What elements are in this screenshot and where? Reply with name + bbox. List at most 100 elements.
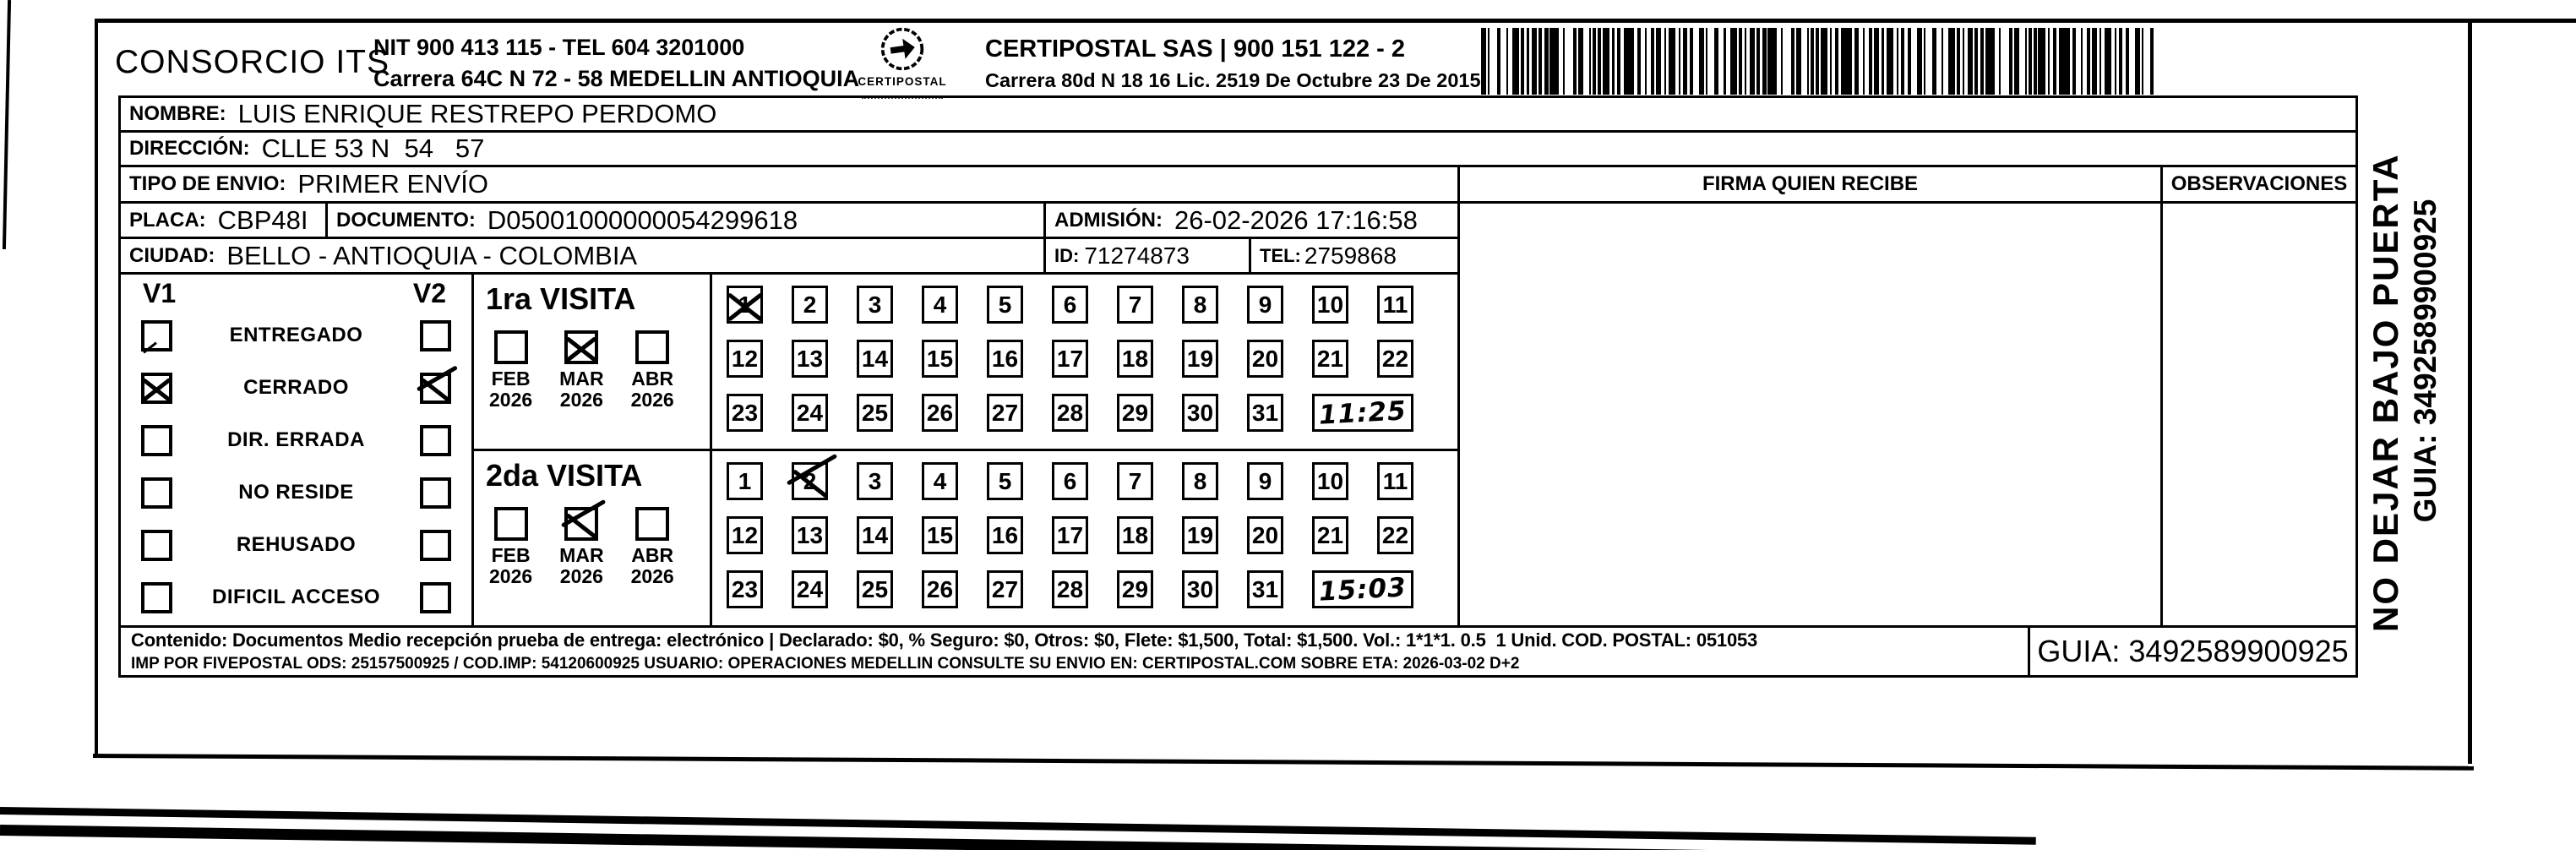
barcode-bar <box>1886 28 1894 95</box>
barcode-bar <box>1868 28 1873 95</box>
barcode-bar <box>2086 28 2090 95</box>
barcode-bar <box>2033 28 2037 95</box>
company-nit-line: NIT 900 413 115 - TEL 604 3201000 <box>373 35 745 60</box>
field-nombre: NOMBRE: LUIS ENRIQUE RESTREPO PERDOMO <box>118 95 2358 133</box>
barcode-bar <box>2141 28 2143 95</box>
month-group-mar: MAR 2026 <box>559 507 604 588</box>
status-row-dir-errada: DIR. ERRADA <box>141 424 451 456</box>
barcode-bar <box>1923 28 1925 95</box>
day-16: 16 <box>987 340 1023 378</box>
day-7: 7 <box>1117 286 1153 324</box>
handwritten-x-mark <box>565 331 597 363</box>
barcode-bar <box>1538 28 1543 95</box>
id-label: ID: <box>1054 244 1080 266</box>
observaciones-header: OBSERVACIONES <box>2160 165 2358 204</box>
status-row-dificil-acceso: DIFICIL ACCESO <box>141 581 451 613</box>
day-18: 18 <box>1117 516 1153 554</box>
shipment-barcode <box>1481 28 2168 95</box>
day-23: 23 <box>727 570 763 608</box>
day-13: 13 <box>792 340 828 378</box>
v1-header: V1 <box>143 278 177 308</box>
ciudad-value: BELLO - ANTIOQUIA - COLOMBIA <box>226 240 638 270</box>
day-17: 17 <box>1052 340 1088 378</box>
placa-value: CBP48I <box>217 204 308 235</box>
tipo-envio-label: TIPO DE ENVIO: <box>129 172 286 195</box>
day-21: 21 <box>1312 516 1348 554</box>
barcode-bar <box>1655 28 1662 95</box>
barcode-bar <box>1820 28 1827 95</box>
status-row-cerrado: CERRADO <box>141 372 451 404</box>
barcode-bar <box>1963 28 1965 95</box>
day-21: 21 <box>1312 340 1348 378</box>
barcode-bar <box>1644 28 1647 95</box>
handwritten-x-mark <box>727 286 763 324</box>
tel-value: 2759868 <box>1304 242 1397 269</box>
barcode-bar <box>1602 28 1610 95</box>
barcode-bar <box>1496 28 1500 95</box>
company-contact-block: NIT 900 413 115 - TEL 604 3201000 Carrer… <box>373 32 859 95</box>
day-9: 9 <box>1247 462 1283 500</box>
certipostal-license-line: Carrera 80d N 18 16 Lic. 2519 De Octubre… <box>985 69 1481 91</box>
barcode-bar <box>1738 28 1742 95</box>
v1-checkbox-entregado <box>141 319 172 354</box>
second-visit-panel: 2da VISITA FEB 2026 MAR 2026 ABR 2026 <box>471 449 712 628</box>
day-29: 29 <box>1117 394 1153 432</box>
second-visit-months: FEB 2026 MAR 2026 ABR 2026 <box>486 507 710 588</box>
guia-number-vertical: GUIA: 3492589900925 <box>2408 199 2443 523</box>
status-row-entregado: ENTREGADO <box>141 319 451 354</box>
barcode-bar <box>1562 28 1566 95</box>
day-grid: 1 2 3 4 5 6 7 8 9 10 11 12 13 14 15 16 17 18 19 20 21 22 23 24 2… <box>712 451 1457 608</box>
barcode-bar <box>1745 28 1747 95</box>
day-5: 5 <box>987 462 1023 500</box>
placa-label: PLACA: <box>129 208 206 232</box>
barcode-bar <box>1623 28 1635 95</box>
barcode-bar <box>1830 28 1833 95</box>
barcode-bar <box>1862 28 1865 95</box>
barcode-bar <box>1511 28 1520 95</box>
barcode-bar <box>1942 28 1944 95</box>
certipostal-logo: CERTIPOSTAL <box>847 25 958 103</box>
tipo-envio-value: PRIMER ENVÍO <box>297 169 489 199</box>
day-27: 27 <box>987 394 1023 432</box>
month-group-feb: FEB 2026 <box>489 507 532 588</box>
month-checkbox-feb <box>493 507 528 541</box>
direccion-label: DIRECCIÓN: <box>129 137 250 160</box>
barcode-bar <box>2059 28 2070 95</box>
barcode-bar <box>2052 28 2056 95</box>
v2-header: V2 <box>412 278 446 308</box>
day-11: 11 <box>1377 286 1413 324</box>
month-label: FEB 2026 <box>489 544 533 588</box>
documento-label: DOCUMENTO: <box>336 208 476 232</box>
status-label: CERRADO <box>243 376 349 399</box>
day-30: 30 <box>1182 570 1218 608</box>
barcode-bar <box>1678 28 1680 95</box>
documento-value: D05001000000054299618 <box>487 204 798 235</box>
field-ciudad: CIUDAD: BELLO - ANTIOQUIA - COLOMBIA <box>118 237 1046 275</box>
day-24: 24 <box>792 570 828 608</box>
day-15: 15 <box>922 340 958 378</box>
barcode-bar <box>2150 28 2154 95</box>
second-visit-day-grid: 1 2 3 4 5 6 7 8 9 10 11 12 13 14 15 16 17 18 19 20 21 22 23 24 2… <box>710 449 1460 628</box>
day-24: 24 <box>792 394 828 432</box>
day-31: 31 <box>1247 570 1283 608</box>
day-30: 30 <box>1182 394 1218 432</box>
certipostal-info-block: CERTIPOSTAL SAS | 900 151 122 - 2 Carrer… <box>985 34 1481 96</box>
status-column-headers: V1 V2 <box>121 275 471 309</box>
barcode-bar <box>2091 28 2097 95</box>
status-label: ENTREGADO <box>229 324 363 346</box>
side-note-rotated: NO DEJAR BAJO PUERTA GUIA: 3492589900925 <box>2366 90 2443 632</box>
barcode-bar <box>1698 28 1705 95</box>
card-border-left <box>95 19 98 755</box>
status-label: NO RESIDE <box>238 481 354 504</box>
barcode-bar <box>1589 28 1592 95</box>
barcode-bar <box>2080 28 2083 95</box>
day-14: 14 <box>857 340 893 378</box>
day-14: 14 <box>857 516 893 554</box>
day-29: 29 <box>1117 570 1153 608</box>
barcode-bar <box>1705 28 1707 95</box>
month-checkbox-feb <box>493 330 528 364</box>
month-group-mar: MAR 2026 <box>559 330 604 411</box>
handwritten-x-mark <box>142 373 172 403</box>
barcode-bar <box>1815 28 1819 95</box>
